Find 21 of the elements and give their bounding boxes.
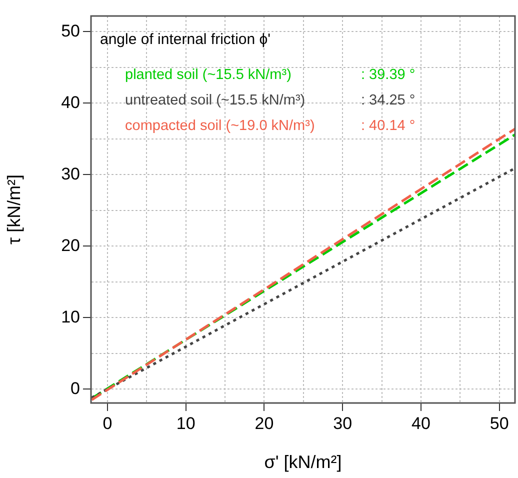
x-tick-label: 50 [490, 414, 509, 433]
y-tick-label: 20 [61, 236, 80, 255]
annotation: : 39.39 ° [361, 67, 416, 83]
annotation: : 40.14 ° [361, 118, 416, 134]
y-tick-label: 0 [70, 378, 80, 398]
x-tick-label: 30 [333, 414, 352, 433]
x-tick-label: 10 [176, 414, 196, 433]
y-tick-label: 10 [61, 307, 80, 326]
y-tick-label: 50 [61, 21, 80, 40]
x-tick-label: 40 [411, 414, 430, 433]
text: planted soil (~15.5 kN/m³) [125, 67, 292, 83]
annotation: angle of internal friction ϕ' [100, 31, 271, 48]
text: compacted soil (~19.0 kN/m³) [125, 118, 315, 134]
annotation: : 34.25 ° [361, 92, 416, 108]
x-tick-label: 20 [254, 414, 274, 433]
x-tick-label: 0 [102, 414, 112, 433]
x-axis-title: σ' [kN/m²] [264, 452, 342, 472]
text: untreated soil (~15.5 kN/m³) [125, 92, 306, 108]
y-axis-title: τ [kN/m²] [4, 174, 24, 245]
y-tick-label: 30 [61, 164, 80, 184]
y-tick-label: 40 [61, 92, 80, 112]
